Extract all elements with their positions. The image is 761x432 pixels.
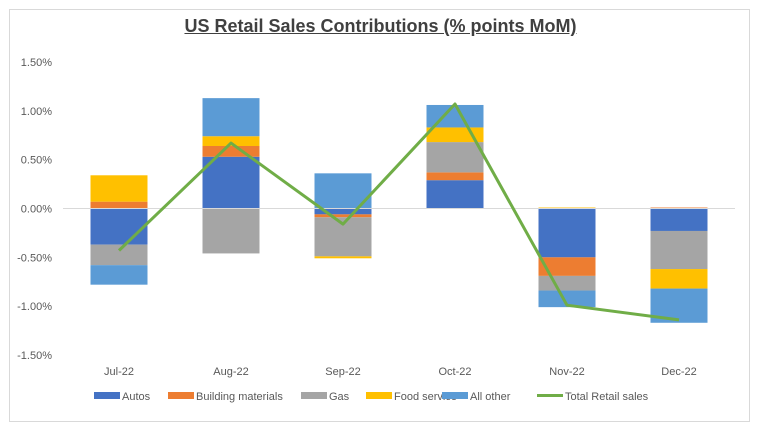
bar-segment	[650, 208, 708, 231]
bar-segment	[650, 230, 708, 270]
bar-segment	[90, 244, 148, 266]
bar-segment	[90, 201, 148, 209]
x-tick-label: Nov-22	[549, 366, 584, 378]
bar-segment	[314, 214, 372, 218]
legend: Autos Building materials Gas Food service Al…	[94, 391, 649, 403]
legend-label: Building materials	[196, 391, 283, 403]
y-tick-label: 0.50%	[21, 155, 52, 167]
x-tick-label: Sep-22	[325, 366, 360, 378]
bar-segment	[90, 265, 148, 285]
y-tick-label: 1.00%	[21, 106, 52, 118]
bar-segment	[538, 290, 596, 308]
total-line-series	[117, 102, 680, 322]
legend-swatch	[442, 392, 468, 399]
bar-segment	[538, 208, 596, 258]
legend-swatch	[301, 392, 327, 399]
chart-title: US Retail Sales Contributions (% points …	[184, 16, 577, 36]
bar-segment	[538, 257, 596, 276]
bar-segment	[314, 256, 372, 259]
x-tick-label: Dec-22	[661, 366, 696, 378]
x-tick-label: Aug-22	[213, 366, 248, 378]
bar-segment	[202, 98, 260, 137]
bar-segment	[314, 208, 372, 215]
y-tick-label: 0.00%	[21, 204, 52, 216]
y-tick-label: -1.50%	[17, 350, 52, 362]
bar-segment	[90, 175, 148, 202]
legend-swatch	[366, 392, 392, 399]
bar-series	[90, 98, 708, 323]
bar-segment	[426, 180, 484, 209]
legend-label: Food service	[394, 391, 457, 403]
legend-swatch	[168, 392, 194, 399]
bar-segment	[202, 136, 260, 146]
bar-segment	[202, 208, 260, 254]
x-tick-label: Oct-22	[438, 366, 471, 378]
bar-segment	[202, 156, 260, 209]
y-axis-labels: 1.50% 1.00% 0.50% 0.00% -0.50% -1.00% -1.50%	[17, 57, 52, 362]
bar-segment	[202, 145, 260, 157]
y-tick-label: -0.50%	[17, 252, 52, 264]
y-tick-label: -1.00%	[17, 301, 52, 313]
bar-segment	[650, 269, 708, 289]
legend-label: Gas	[329, 391, 350, 403]
bar-segment	[426, 142, 484, 173]
y-tick-label: 1.50%	[21, 57, 52, 69]
bar-segment	[538, 275, 596, 291]
x-axis-labels: Jul-22 Aug-22 Sep-22 Oct-22 Nov-22 Dec-22	[104, 366, 697, 378]
legend-swatch	[94, 392, 120, 399]
bar-segment	[90, 208, 148, 245]
bar-segment	[426, 172, 484, 181]
legend-label: All other	[470, 391, 511, 403]
legend-label: Autos	[122, 391, 151, 403]
legend-label: Total Retail sales	[565, 391, 649, 403]
total-retail-sales-line	[117, 102, 680, 322]
bar-segment	[426, 104, 484, 128]
x-tick-label: Jul-22	[104, 366, 134, 378]
